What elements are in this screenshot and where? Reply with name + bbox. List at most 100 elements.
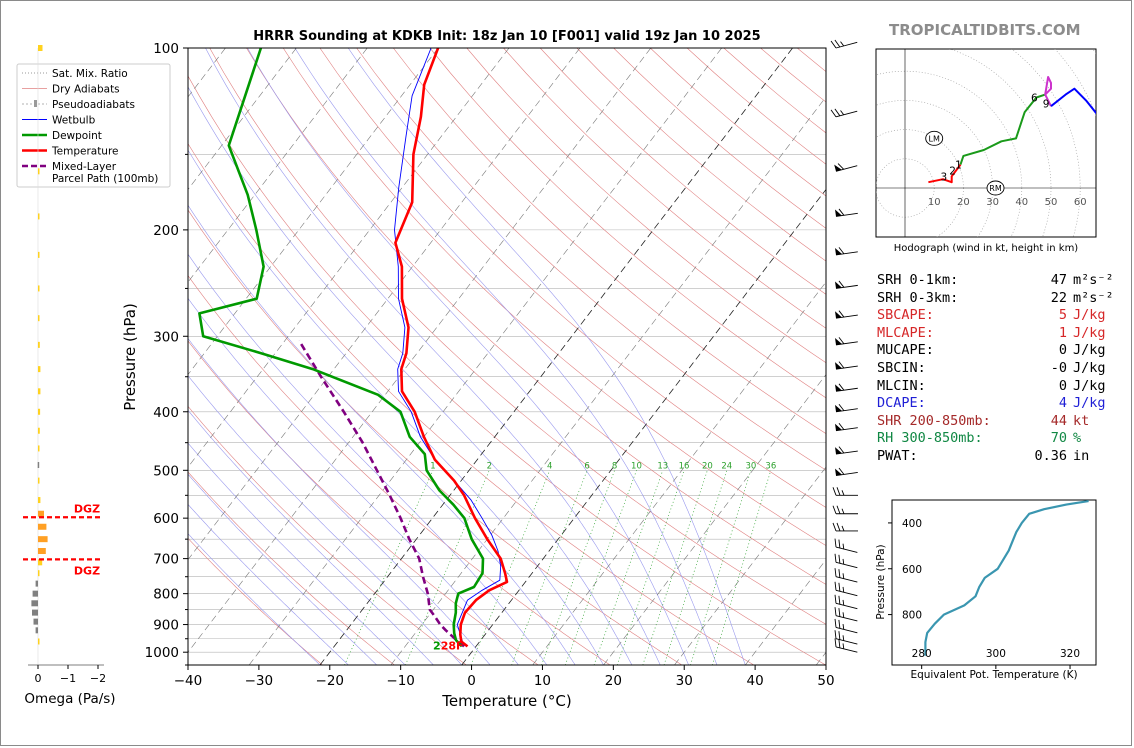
wind-barb-flag <box>834 607 837 616</box>
y-tick-label: 200 <box>153 223 179 239</box>
dgz-label: DGZ <box>74 564 100 577</box>
mixing-ratio-label: 36 <box>765 461 776 471</box>
legend-label-line: Mixed-Layer <box>52 161 117 173</box>
omega-bar <box>38 285 40 292</box>
wind-barb-pennant <box>835 281 842 289</box>
wind-barb-flag <box>838 247 845 255</box>
omega-bar <box>38 168 40 175</box>
moist-adiabat <box>188 375 462 665</box>
wind-barb-staff <box>835 110 858 118</box>
isotherm <box>188 48 581 561</box>
legend-label: Wetbulb <box>52 115 96 127</box>
wind-barb-pennant <box>835 423 842 431</box>
legend-box <box>16 63 171 188</box>
omega-bar <box>35 627 38 634</box>
mixing-ratio-label: 30 <box>745 461 756 471</box>
theta-e-y-tick-label: 400 <box>902 518 922 530</box>
wind-barb-flag <box>830 40 837 49</box>
theta-e-y-tick-label: 800 <box>902 610 922 622</box>
stat-value: 1 <box>1058 324 1067 341</box>
wind-barb-flag <box>834 581 837 591</box>
x-tick-label: 40 <box>747 673 764 689</box>
wind-barb <box>834 538 858 553</box>
wind-barb-pennant <box>835 384 842 392</box>
omega-bar <box>38 315 40 322</box>
series-temperature <box>394 48 509 648</box>
y-tick-label: 500 <box>153 463 179 479</box>
moist-adiabat <box>205 48 661 665</box>
legend-label: Mixed-Layer Parcel Path (100mb) <box>52 161 158 185</box>
hodograph-segment <box>1050 87 1096 115</box>
wind-barb-flag <box>836 487 841 496</box>
legend-label: Pseudoadiabats <box>52 99 135 111</box>
stat-unit: J/kg <box>1073 395 1106 412</box>
x-axis-label: Temperature (°C) <box>441 692 571 710</box>
stat-value: 70 <box>1050 430 1067 447</box>
dry-adiabat <box>282 48 826 546</box>
moist-adiabat <box>188 442 406 665</box>
moist-adiabat <box>347 48 746 665</box>
hodograph-ticks: 10 20 30 40 50 60 <box>928 197 1087 208</box>
stat-label: SHR 200-850mb: <box>877 412 991 429</box>
mixing-ratio-label: 20 <box>702 461 713 471</box>
x-tick-label: 0 <box>467 673 476 689</box>
x-tick-label: −30 <box>245 673 274 689</box>
hodograph-height-label: 6 <box>1031 92 1038 104</box>
wind-barb-flag <box>830 109 837 118</box>
omega-bar <box>38 510 44 517</box>
wind-barb <box>834 630 858 645</box>
stat-row: SHR 200-850mb: 44 kt <box>877 413 1114 431</box>
isotherm <box>319 48 793 665</box>
hodograph-height-label: 9 <box>1043 98 1050 110</box>
wind-barb <box>834 581 858 597</box>
dry-adiabat <box>188 405 467 665</box>
omega-bar <box>33 618 38 625</box>
moist-adiabat <box>188 149 604 665</box>
skewt-axes-frame <box>187 47 827 666</box>
wind-barb-staff <box>835 284 858 289</box>
hodograph-frame <box>875 48 1097 238</box>
legend-label: Dewpoint <box>52 130 102 142</box>
wind-barb <box>835 361 858 370</box>
mixing-ratio-line <box>470 470 551 665</box>
wind-barb-flag <box>837 163 845 170</box>
legend-label-line: Pseudoadiabats <box>52 99 135 111</box>
wind-barb-flag <box>838 539 841 549</box>
omega-bar <box>38 559 43 566</box>
stat-row: MLCAPE: 1 J/kg <box>877 325 1114 343</box>
wind-barb-flag <box>838 467 845 475</box>
legend-label-line: Dry Adiabats <box>52 84 120 96</box>
wind-barb-pennant <box>835 468 842 476</box>
wind-barb-flag <box>836 522 841 532</box>
wind-barb-staff <box>835 41 858 49</box>
hodograph-ring-label: 20 <box>957 197 970 208</box>
stat-unit: % <box>1073 430 1082 447</box>
hodograph-ring-label: 60 <box>1074 197 1087 208</box>
wind-barb <box>834 568 858 583</box>
chart-title: HRRR Sounding at KDKB Init: 18z Jan 10 [… <box>253 29 760 44</box>
theta-e-line <box>924 500 1089 656</box>
dry-adiabat <box>246 48 826 585</box>
stat-label: MLCIN: <box>877 377 926 394</box>
wind-barb-pennant <box>835 337 842 345</box>
series-dewpoint <box>198 48 485 648</box>
hodograph-marker <box>986 180 1005 196</box>
legend-label: Sat. Mix. Ratio <box>52 68 128 80</box>
isotherm <box>532 281 826 665</box>
omega-bar <box>38 570 40 577</box>
wind-barb <box>834 638 858 653</box>
stat-row: SBCAPE: 5 J/kg <box>877 307 1114 325</box>
y-tick-label: 100 <box>153 41 179 57</box>
pseudoadiabat-marker <box>34 100 37 107</box>
wind-barb-flag <box>832 522 837 532</box>
stat-label: SBCAPE: <box>877 307 934 324</box>
stat-unit: m²s⁻² <box>1073 272 1114 288</box>
wind-barb-flag <box>838 569 841 578</box>
wind-barb-flag <box>842 586 845 593</box>
wind-barb-staff <box>835 251 858 256</box>
wind-barb-staff <box>835 341 858 346</box>
x-tick-label: −10 <box>386 673 415 689</box>
wind-barb-staff <box>835 212 858 217</box>
hodograph-segment <box>1044 76 1052 107</box>
y-tick-label: 400 <box>153 405 179 421</box>
